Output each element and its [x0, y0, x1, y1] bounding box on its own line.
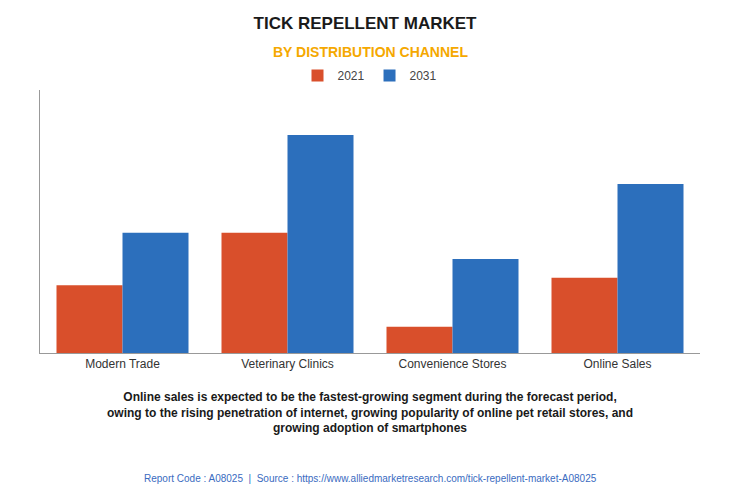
svg-text:Report Code : A08025 | Sourc: Report Code : A08025 | Source : https://… — [144, 473, 597, 484]
svg-text:Modern Trade: Modern Trade — [85, 357, 160, 371]
svg-text:2021: 2021 — [338, 69, 365, 83]
svg-text:Veterinary Clinics: Veterinary Clinics — [241, 357, 334, 371]
svg-text:BY DISTRIBUTION CHANNEL: BY DISTRIBUTION CHANNEL — [273, 44, 468, 60]
svg-text:Online Sales: Online Sales — [583, 357, 651, 371]
svg-text:2031: 2031 — [410, 69, 437, 83]
svg-text:Convenience Stores: Convenience Stores — [398, 357, 506, 371]
svg-text:TICK REPELLENT MARKET: TICK REPELLENT MARKET — [254, 14, 478, 33]
svg-text:Online sales is expected to be: Online sales is expected to be the faste… — [107, 390, 633, 435]
